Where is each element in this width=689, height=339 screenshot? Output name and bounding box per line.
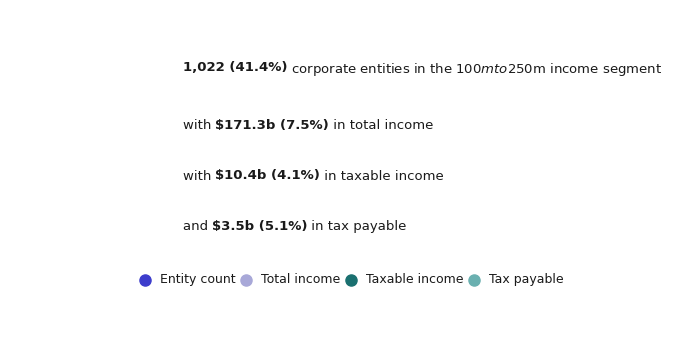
Text: and: and xyxy=(183,220,212,233)
Text: $171.3b (7.5%): $171.3b (7.5%) xyxy=(215,119,329,132)
Text: Entity count: Entity count xyxy=(160,273,236,286)
Text: in total income: in total income xyxy=(329,119,433,132)
Text: Total income: Total income xyxy=(261,273,340,286)
Text: $3.5b (5.1%): $3.5b (5.1%) xyxy=(212,220,307,233)
Text: $10.4b (4.1%): $10.4b (4.1%) xyxy=(215,170,320,182)
Text: in taxable income: in taxable income xyxy=(320,170,444,182)
Text: Tax payable: Tax payable xyxy=(489,273,564,286)
Text: 1,022 (41.4%): 1,022 (41.4%) xyxy=(183,61,287,74)
Text: with: with xyxy=(183,119,215,132)
Text: with: with xyxy=(183,170,215,182)
Text: in tax payable: in tax payable xyxy=(307,220,407,233)
Text: Taxable income: Taxable income xyxy=(366,273,463,286)
Text: corporate entities in the $100m to $250m income segment: corporate entities in the $100m to $250m… xyxy=(287,61,662,78)
